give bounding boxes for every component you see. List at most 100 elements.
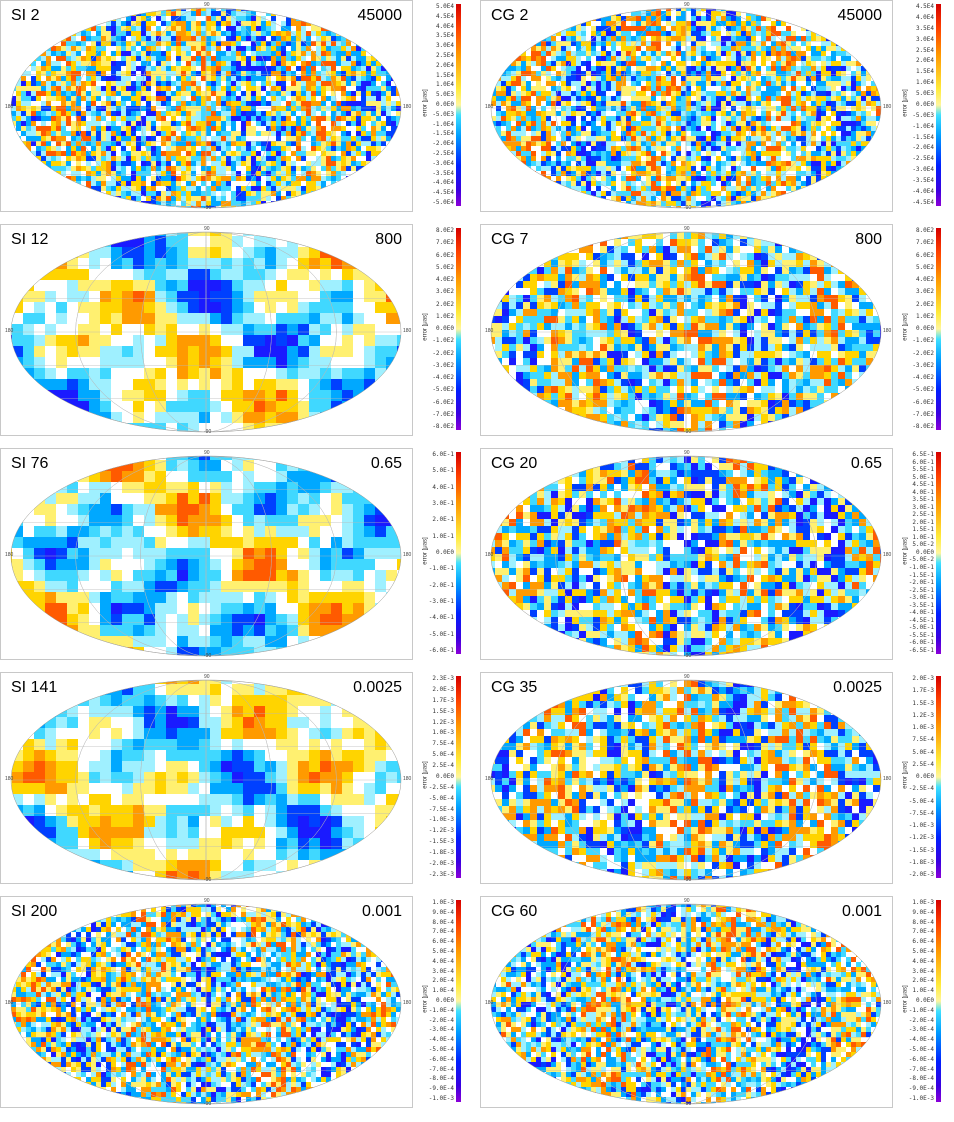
sky-map-panel-si-76: SI 76 0.65 90 -90 180 180 <box>0 448 413 660</box>
colorbar-tick-label: 2.5E-4 <box>432 763 454 769</box>
colorbar-tick-label: 2.0E-3 <box>432 686 454 693</box>
colorbar-tick-label: 5.0E-2 <box>912 542 934 548</box>
colorbar-tick-label: -7.0E-4 <box>909 1066 934 1073</box>
colorbar-tick-label: -5.0E2 <box>912 387 934 393</box>
colorbar-unit-label: error [μas] <box>903 761 909 788</box>
panel-scale-value: 0.0025 <box>833 679 882 697</box>
colorbar-tick-label: 0.0E0 <box>436 326 454 332</box>
colorbar-tick-label: -4.0E2 <box>912 375 934 381</box>
colorbar-tick-label: 0.0E0 <box>436 997 454 1004</box>
colorbar-gradient <box>936 900 941 1102</box>
sky-map-projection <box>10 231 402 433</box>
colorbar-tick-label: -3.0E-4 <box>909 1027 934 1033</box>
sky-map-projection <box>490 679 882 881</box>
panel-label: CG 35 <box>491 679 537 697</box>
sky-map-projection <box>10 903 402 1105</box>
colorbar-tick-label: 3.0E-4 <box>432 968 454 975</box>
colorbar-tick-label: -4.0E4 <box>912 188 934 195</box>
colorbar-unit-label: error [μas] <box>423 537 429 564</box>
colorbar-ticks: 5.0E4 4.5E4 4.0E4 3.5E4 3.0E4 2.5E4 2.0E4 1.5E4… <box>424 4 454 206</box>
colorbar-tick-label: -3.0E4 <box>912 167 934 173</box>
colorbar-tick-label: 0.0E0 <box>436 773 454 780</box>
grid-label-bottom: -90 <box>684 653 691 659</box>
colorbar-tick-label: -4.0E2 <box>432 375 454 381</box>
colorbar-unit-label: error [μas] <box>423 89 429 116</box>
colorbar-unit-label: error [μas] <box>903 89 909 116</box>
colorbar-tick-label: -1.5E-3 <box>909 847 934 854</box>
colorbar-tick-label: 1.0E-1 <box>912 534 934 541</box>
colorbar-tick-label: 2.0E4 <box>916 58 934 64</box>
grid-label-right: 180 <box>883 328 891 334</box>
colorbar-tick-label: -4.5E-1 <box>909 617 934 624</box>
colorbar: 6.0E-1 5.0E-1 4.0E-1 3.0E-1 2.0E-1 1.0E-1 0.0E… <box>418 448 470 660</box>
colorbar-tick-label: 6.0E-1 <box>912 459 934 466</box>
colorbar-ticks: 2.0E-3 1.7E-3 1.5E-3 1.2E-3 1.0E-3 7.5E-4 5.0E… <box>904 676 934 878</box>
colorbar-tick-label: 1.0E2 <box>436 313 454 320</box>
colorbar-tick-label: -1.0E-3 <box>909 823 934 829</box>
grid-label-top: 90 <box>684 2 690 8</box>
colorbar-tick-label: 1.5E4 <box>436 72 454 79</box>
colorbar-tick-label: -1.0E-4 <box>429 1007 454 1014</box>
grid-label-bottom: -90 <box>684 429 691 435</box>
colorbar-tick-label: -7.0E2 <box>432 411 454 418</box>
colorbar-unit-label: error [μas] <box>903 313 909 340</box>
colorbar-tick-label: -3.0E2 <box>912 362 934 369</box>
colorbar-tick-label: -2.0E4 <box>432 141 454 147</box>
grid-label-left: 180 <box>5 1000 13 1006</box>
colorbar-tick-label: -4.5E4 <box>912 199 934 206</box>
colorbar-tick-label: -5.0E-4 <box>429 795 454 802</box>
colorbar-tick-label: -7.5E-4 <box>429 806 454 813</box>
grid-label-top: 90 <box>204 2 210 8</box>
grid-label-left: 180 <box>485 1000 493 1006</box>
colorbar-tick-label: 3.0E-4 <box>912 968 934 975</box>
grid-label-left: 180 <box>5 552 13 558</box>
grid-label-bottom: -90 <box>204 205 211 211</box>
colorbar-tick-label: 2.0E-4 <box>432 978 454 984</box>
sky-map-projection <box>10 455 402 657</box>
colorbar-tick-label: -2.5E-4 <box>909 786 934 792</box>
panel-scale-value: 800 <box>855 231 882 249</box>
grid-label-bottom: -90 <box>204 1101 211 1107</box>
panel-scale-value: 0.65 <box>851 455 882 473</box>
colorbar-tick-label: 5.0E3 <box>916 91 934 97</box>
colorbar-tick-label: 2.5E-4 <box>912 761 934 768</box>
colorbar-tick-label: 1.0E4 <box>916 80 934 86</box>
colorbar-tick-label: -3.5E4 <box>432 170 454 177</box>
colorbar-tick-label: -2.0E2 <box>912 350 934 357</box>
colorbar-tick-label: 2.0E-1 <box>912 519 934 526</box>
colorbar-tick-label: -2.3E-3 <box>429 871 454 878</box>
sky-map-panel-cg-20: CG 20 0.65 90 -90 180 180 <box>480 448 893 660</box>
colorbar-tick-label: 4.0E2 <box>436 277 454 283</box>
colorbar-tick-label: 1.0E2 <box>916 313 934 320</box>
colorbar-tick-label: 5.0E3 <box>436 92 454 98</box>
grid-label-left: 180 <box>5 328 13 334</box>
colorbar-tick-label: 1.0E-1 <box>432 533 454 540</box>
grid-label-bottom: -90 <box>684 1101 691 1107</box>
colorbar-tick-label: 5.0E-4 <box>912 948 934 955</box>
colorbar-tick-label: -1.2E-3 <box>909 835 934 841</box>
sky-map-projection <box>490 231 882 433</box>
colorbar-tick-label: -2.5E-4 <box>429 784 454 791</box>
colorbar-tick-label: -4.5E4 <box>432 190 454 196</box>
colorbar-tick-label: -2.0E4 <box>912 145 934 151</box>
colorbar-tick-label: -2.5E4 <box>912 156 934 162</box>
colorbar-tick-label: -1.8E-3 <box>429 850 454 856</box>
colorbar-tick-label: 4.5E-1 <box>912 482 934 488</box>
colorbar-tick-label: -3.0E-4 <box>429 1027 454 1033</box>
grid-label-bottom: -90 <box>204 877 211 883</box>
colorbar-tick-label: 4.0E-4 <box>432 958 454 965</box>
colorbar-tick-label: -7.0E-4 <box>429 1066 454 1073</box>
colorbar-tick-label: -1.0E-1 <box>429 566 454 572</box>
colorbar-tick-label: -5.0E3 <box>912 112 934 119</box>
grid-label-left: 180 <box>485 104 493 110</box>
colorbar-tick-label: 8.0E2 <box>916 228 934 234</box>
colorbar-tick-label: 1.5E4 <box>916 69 934 75</box>
sky-map-projection <box>490 455 882 657</box>
grid-label-right: 180 <box>883 104 891 110</box>
colorbar-tick-label: -5.0E4 <box>432 199 454 206</box>
colorbar-tick-label: -3.0E-1 <box>429 598 454 605</box>
colorbar-tick-label: 6.5E-1 <box>912 452 934 458</box>
colorbar-tick-label: -3.5E-1 <box>909 602 934 609</box>
colorbar-tick-label: 4.0E-4 <box>912 958 934 965</box>
colorbar-tick-label: -5.0E-1 <box>909 625 934 631</box>
